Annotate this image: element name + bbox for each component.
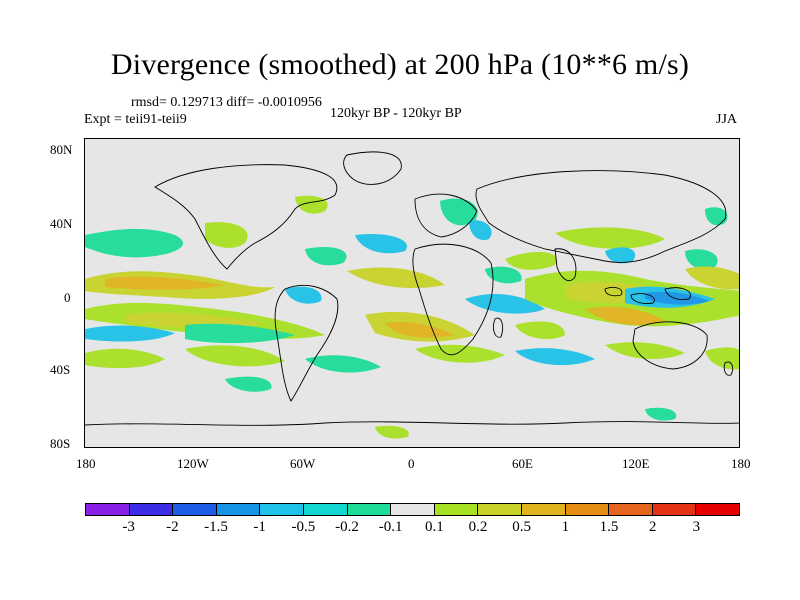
colorbar-label: -2 [166,519,179,535]
colorbar-swatch [129,504,174,515]
colorbar-label: 1.5 [599,519,619,535]
lon-tick-label: 60W [290,456,316,471]
lat-tick-label: 0 [64,290,71,305]
plot-title: Divergence (smoothed) at 200 hPa (10**6 … [110,48,690,81]
colorbar-swatch [347,504,392,515]
colorbar-swatch [478,504,522,515]
colorbar-label: -1 [253,519,266,535]
divergence-map [85,139,739,447]
coastlines [85,151,739,426]
colorbar-swatch [521,504,566,515]
colorbar-swatch [652,504,697,515]
colorbar-swatch [391,504,435,515]
colorbar [85,503,740,516]
colorbar-label: 0.2 [468,519,488,535]
colorbar-label: 3 [692,519,701,535]
period-label: 120kyr BP - 120kyr BP [330,106,462,121]
colorbar-label: -0.5 [291,519,316,535]
lon-tick-label: 180 [731,456,751,471]
colorbar-swatch [303,504,348,515]
colorbar-label: -0.1 [378,519,403,535]
colorbar-swatch [565,504,610,515]
lon-tick-label: 0 [408,456,415,471]
colorbar-swatch [173,504,217,515]
colorbar-swatch [609,504,653,515]
colorbar-label: -1.5 [204,519,228,535]
lon-tick-label: 180 [76,456,96,471]
colorbar-swatch [216,504,261,515]
lon-tick-label: 120E [622,456,650,471]
colorbar-label: -0.2 [335,519,359,535]
colorbar-swatch [434,504,479,515]
colorbar-swatch [86,504,130,515]
map-panel [84,138,740,448]
colorbar-swatch [696,504,739,515]
lat-tick-label: 40N [50,216,73,231]
stats-label: rmsd= 0.129713 diff= -0.0010956 [131,95,322,110]
experiment-label: Expt = teii91-teii9 [84,112,187,127]
lon-tick-label: 60E [512,456,533,471]
colorbar-label: 0.1 [424,519,444,535]
colorbar-label: -3 [122,519,135,535]
lat-tick-label: 40S [50,362,71,377]
lon-tick-label: 120W [177,456,209,471]
season-label: JJA [716,112,738,127]
colorbar-label: 2 [648,519,657,535]
colorbar-swatch [260,504,304,515]
lat-tick-label: 80S [50,436,71,451]
colorbar-label: 1 [561,519,570,535]
colorbar-label: 0.5 [512,519,532,535]
lat-tick-label: 80N [50,142,73,157]
